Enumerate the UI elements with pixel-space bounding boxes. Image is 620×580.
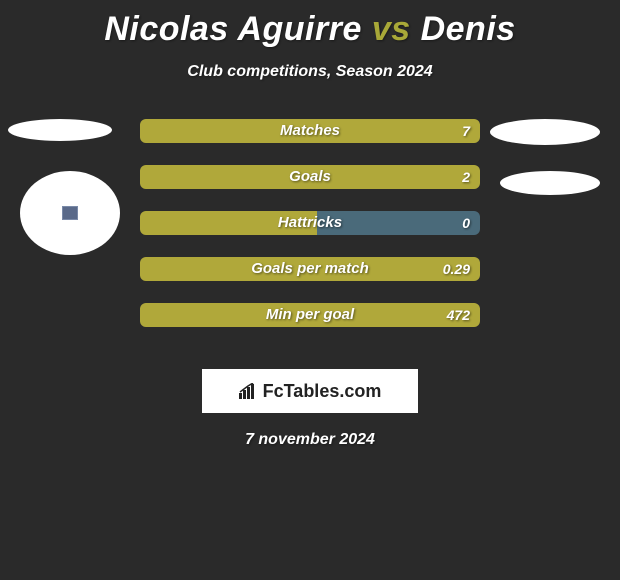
stat-bar [140,119,480,143]
decor-circle-left [20,171,120,255]
chart-area: Matches7Goals2Hattricks0Goals per match0… [0,119,620,349]
decor-ellipse-mid-right [500,171,600,195]
player2-name: Denis [421,10,516,48]
decor-ellipse-top-left [8,119,112,141]
decor-ellipse-top-right [490,119,600,145]
logo-text: FcTables.com [263,381,382,402]
decor-circle-inner-icon [62,206,78,220]
bar-fill-right [317,211,480,235]
bar-fill-left [140,165,480,189]
date-text: 7 november 2024 [0,431,620,449]
comparison-title: Nicolas Aguirre vs Denis [0,0,620,49]
bar-fill-left [140,257,480,281]
subtitle: Club competitions, Season 2024 [0,63,620,81]
stat-bar [140,257,480,281]
vs-text: vs [372,10,411,48]
stat-bar [140,165,480,189]
bar-fill-left [140,211,317,235]
bar-fill-left [140,303,480,327]
stat-bar [140,211,480,235]
chart-icon [239,383,259,399]
logo: FcTables.com [239,381,382,402]
logo-box: FcTables.com [202,369,418,413]
bar-fill-left [140,119,480,143]
player1-name: Nicolas Aguirre [104,10,362,48]
stat-bar [140,303,480,327]
